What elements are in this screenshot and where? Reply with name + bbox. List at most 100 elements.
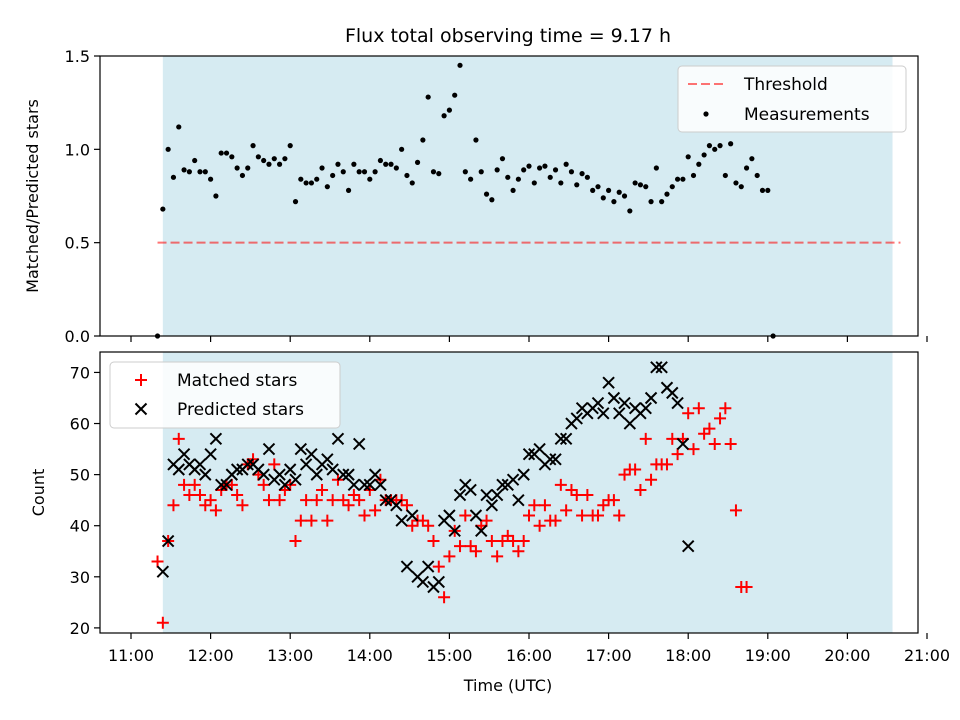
y-tick-label: 20 [70, 619, 90, 638]
data-point [671, 448, 684, 461]
data-point [261, 157, 267, 164]
data-point [507, 535, 520, 548]
data-point [696, 161, 702, 167]
data-point [515, 176, 521, 182]
data-point [517, 535, 530, 548]
data-point [316, 483, 329, 496]
data-point [416, 575, 430, 589]
x-tick-label: 16:00 [506, 646, 552, 665]
data-point [681, 539, 695, 553]
data-point [234, 165, 240, 171]
data-point [193, 489, 206, 502]
data-point [664, 191, 670, 197]
data-point [209, 504, 222, 517]
y-tick-label: 40 [70, 517, 90, 536]
data-point [321, 453, 334, 466]
data-point [310, 494, 323, 507]
data-point [765, 187, 771, 193]
data-point [591, 509, 604, 522]
y-tick-label: 0.5 [65, 234, 90, 253]
data-point [372, 169, 378, 175]
data-point [342, 499, 355, 512]
data-point [245, 165, 251, 171]
data-point [581, 489, 594, 502]
data-point [597, 407, 610, 420]
x-tick-label: 18:00 [665, 646, 711, 665]
data-point [273, 468, 286, 481]
legend-matched-label: Matched stars [177, 371, 297, 391]
data-point [491, 550, 504, 563]
data-point [230, 463, 244, 476]
data-point [666, 432, 679, 445]
plot-frame [99, 55, 919, 337]
data-point [204, 447, 217, 461]
data-point [421, 560, 435, 573]
data-point [544, 453, 557, 466]
y-tick-label: 30 [70, 568, 90, 587]
data-point [218, 150, 224, 156]
data-point [213, 193, 219, 199]
data-point [430, 169, 437, 175]
data-point [676, 437, 690, 451]
x-tick-label: 12:00 [188, 646, 234, 665]
data-point [361, 169, 368, 175]
data-point [552, 167, 559, 173]
legend-box [109, 361, 341, 429]
y-tick-label: 50 [70, 466, 90, 485]
data-point [490, 488, 504, 502]
data-point [749, 156, 755, 162]
data-point [648, 199, 654, 205]
data-point [547, 174, 553, 180]
chart-title: Flux total observing time = 9.17 h [345, 25, 671, 47]
data-point [181, 167, 187, 173]
data-point [345, 187, 352, 193]
data-point [618, 468, 631, 481]
data-point [367, 176, 373, 182]
data-point [223, 150, 230, 156]
data-point [282, 156, 288, 162]
data-point [289, 535, 302, 548]
data-point [208, 176, 214, 182]
data-point [276, 161, 283, 167]
x-tick-label: 13:00 [267, 646, 313, 665]
data-point [685, 154, 691, 160]
y-tick-label: 1.0 [65, 140, 90, 159]
data-point [342, 468, 355, 481]
data-point [574, 182, 580, 188]
x-tick-label: 20:00 [824, 646, 870, 665]
data-point [494, 167, 500, 173]
data-point [326, 463, 339, 476]
data-point [353, 494, 366, 507]
data-point [457, 62, 463, 68]
data-point [496, 535, 509, 548]
data-point [241, 458, 254, 471]
data-point [597, 499, 610, 512]
data-point [591, 396, 605, 410]
data-point [363, 478, 377, 492]
data-point [706, 143, 713, 149]
data-point [324, 184, 330, 190]
data-point [729, 504, 742, 517]
y-tick-label: 1.5 [65, 47, 90, 66]
data-point [262, 442, 276, 456]
data-point [446, 107, 452, 113]
data-point [645, 473, 658, 486]
data-point [178, 478, 191, 491]
data-point [294, 514, 307, 527]
data-point [724, 437, 737, 450]
data-point [533, 442, 546, 456]
data-point [671, 396, 684, 410]
data-point [183, 489, 196, 502]
data-point [156, 616, 169, 629]
data-point [326, 494, 339, 507]
top-y-axis-label: Matched/Predicted stars [23, 99, 42, 293]
data-point [330, 172, 336, 179]
data-point [531, 180, 537, 186]
data-point [388, 161, 394, 167]
data-point [613, 509, 626, 522]
legend-threshold-label: Threshold [743, 75, 828, 95]
data-point [480, 514, 493, 527]
data-point [186, 169, 192, 175]
data-point [368, 468, 382, 481]
